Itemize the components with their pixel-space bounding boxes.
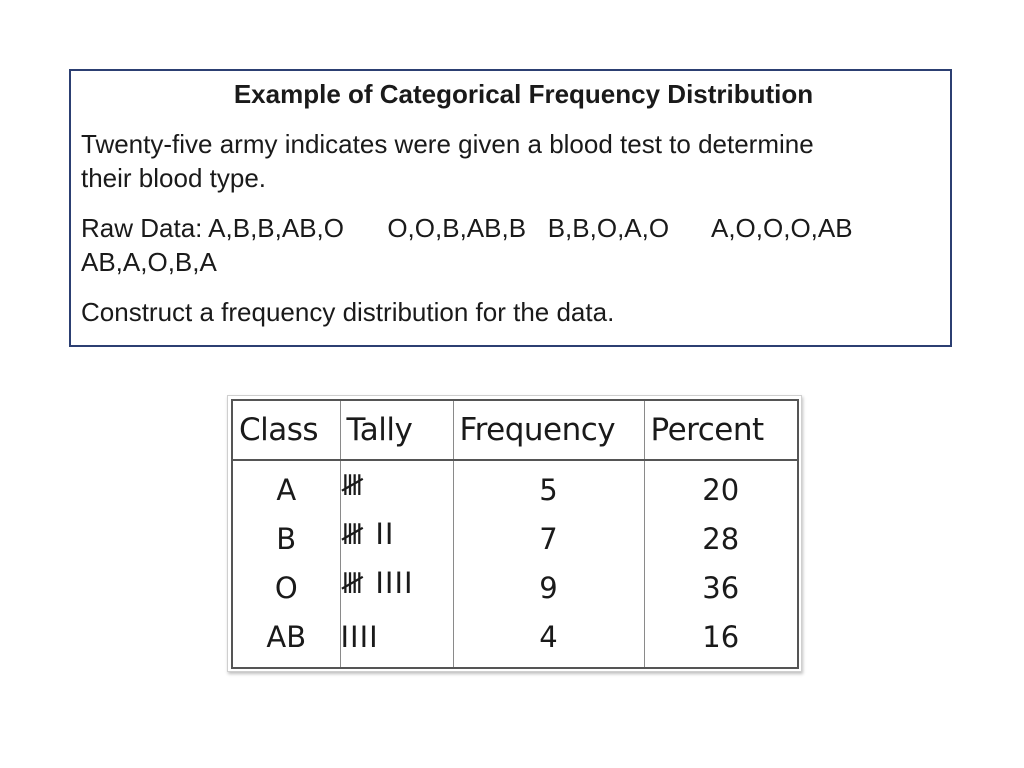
raw-data-paragraph: Raw Data: A,B,B,AB,O O,O,B,AB,B B,B,O,A,… [81,211,940,279]
tally-cell: 𝍸 II [340,514,454,563]
header-percent: Percent [644,400,798,461]
raw-data-line-2: AB,A,O,B,A [81,247,217,277]
intro-paragraph: Twenty-five army indicates were given a … [81,127,940,195]
table-header-row: Class Tally Frequency Percent [232,400,798,461]
frequency-cell: 4 [453,612,645,668]
header-frequency: Frequency [453,400,645,461]
class-cell: B [232,514,341,563]
table-row: A 𝍸 5 20 [232,460,798,514]
frequency-table-image: Class Tally Frequency Percent A 𝍸 5 20 B… [227,395,802,672]
percent-cell: 28 [702,521,740,556]
slide-title: Example of Categorical Frequency Distrib… [233,79,814,109]
tally-cell: 𝍸 [340,460,454,514]
header-class: Class [232,400,341,461]
table-row: O 𝍸 IIII 9 36 [232,563,798,612]
percent-cell: 36 [702,570,740,605]
tally-cell: 𝍸 IIII [340,563,454,612]
frequency-cell: 5 [453,460,645,514]
intro-line-1: Twenty-five army indicates were given a … [81,129,814,159]
tally-cell: IIII [340,612,454,668]
class-cell: AB [232,612,341,668]
instruction-text: Construct a frequency distribution for t… [81,297,615,327]
intro-line-2: their blood type. [81,163,267,193]
table-row: AB IIII 4 16 [232,612,798,668]
frequency-cell: 9 [453,563,645,612]
class-cell: A [232,460,341,514]
problem-statement-box: Example of Categorical Frequency Distrib… [69,69,952,347]
table-row: B 𝍸 II 7 28 [232,514,798,563]
class-cell: O [232,563,341,612]
frequency-table: Class Tally Frequency Percent A 𝍸 5 20 B… [231,399,799,669]
header-tally: Tally [340,400,454,461]
percent-cell: 20 [702,472,740,507]
raw-data-line-1: Raw Data: A,B,B,AB,O O,O,B,AB,B B,B,O,A,… [81,213,853,243]
frequency-cell: 7 [453,514,645,563]
percent-cell: 16 [702,619,740,654]
